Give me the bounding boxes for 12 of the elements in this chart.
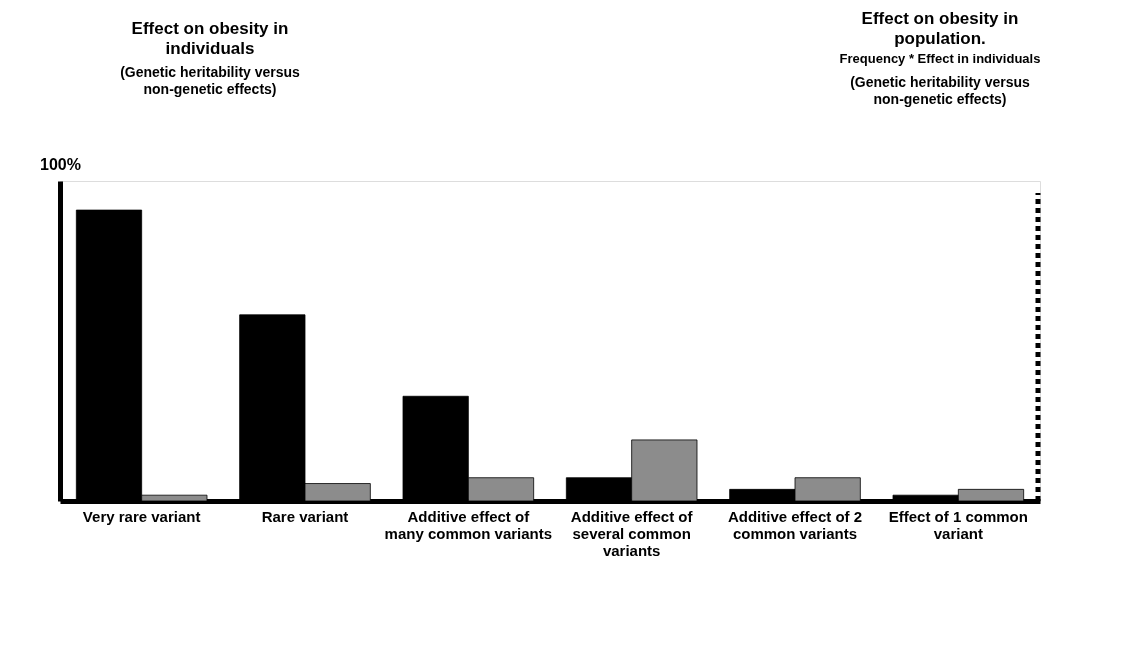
text: Effect on obesity in population. bbox=[861, 9, 1019, 48]
text: Frequency * Effect in individuals bbox=[839, 51, 1041, 66]
x-tick-label: Additive effect of several common variants bbox=[570, 507, 694, 559]
text: 100% bbox=[40, 156, 81, 173]
x-tick-label: Effect of 1 common variant bbox=[888, 507, 1028, 542]
text: (Genetic heritability versus non-genetic effects) bbox=[850, 74, 1031, 107]
text: (Genetic heritability versus non-genetic effects) bbox=[120, 64, 301, 97]
x-tick-label: Additive effect of 2 common variants bbox=[727, 507, 863, 542]
x-tick-label: Very rare variant bbox=[82, 507, 201, 525]
x-tick-label: Rare variant bbox=[261, 507, 349, 525]
x-tick-label: Additive effect of many common variants bbox=[384, 507, 553, 542]
text: Effect on obesity in individuals bbox=[131, 19, 289, 58]
